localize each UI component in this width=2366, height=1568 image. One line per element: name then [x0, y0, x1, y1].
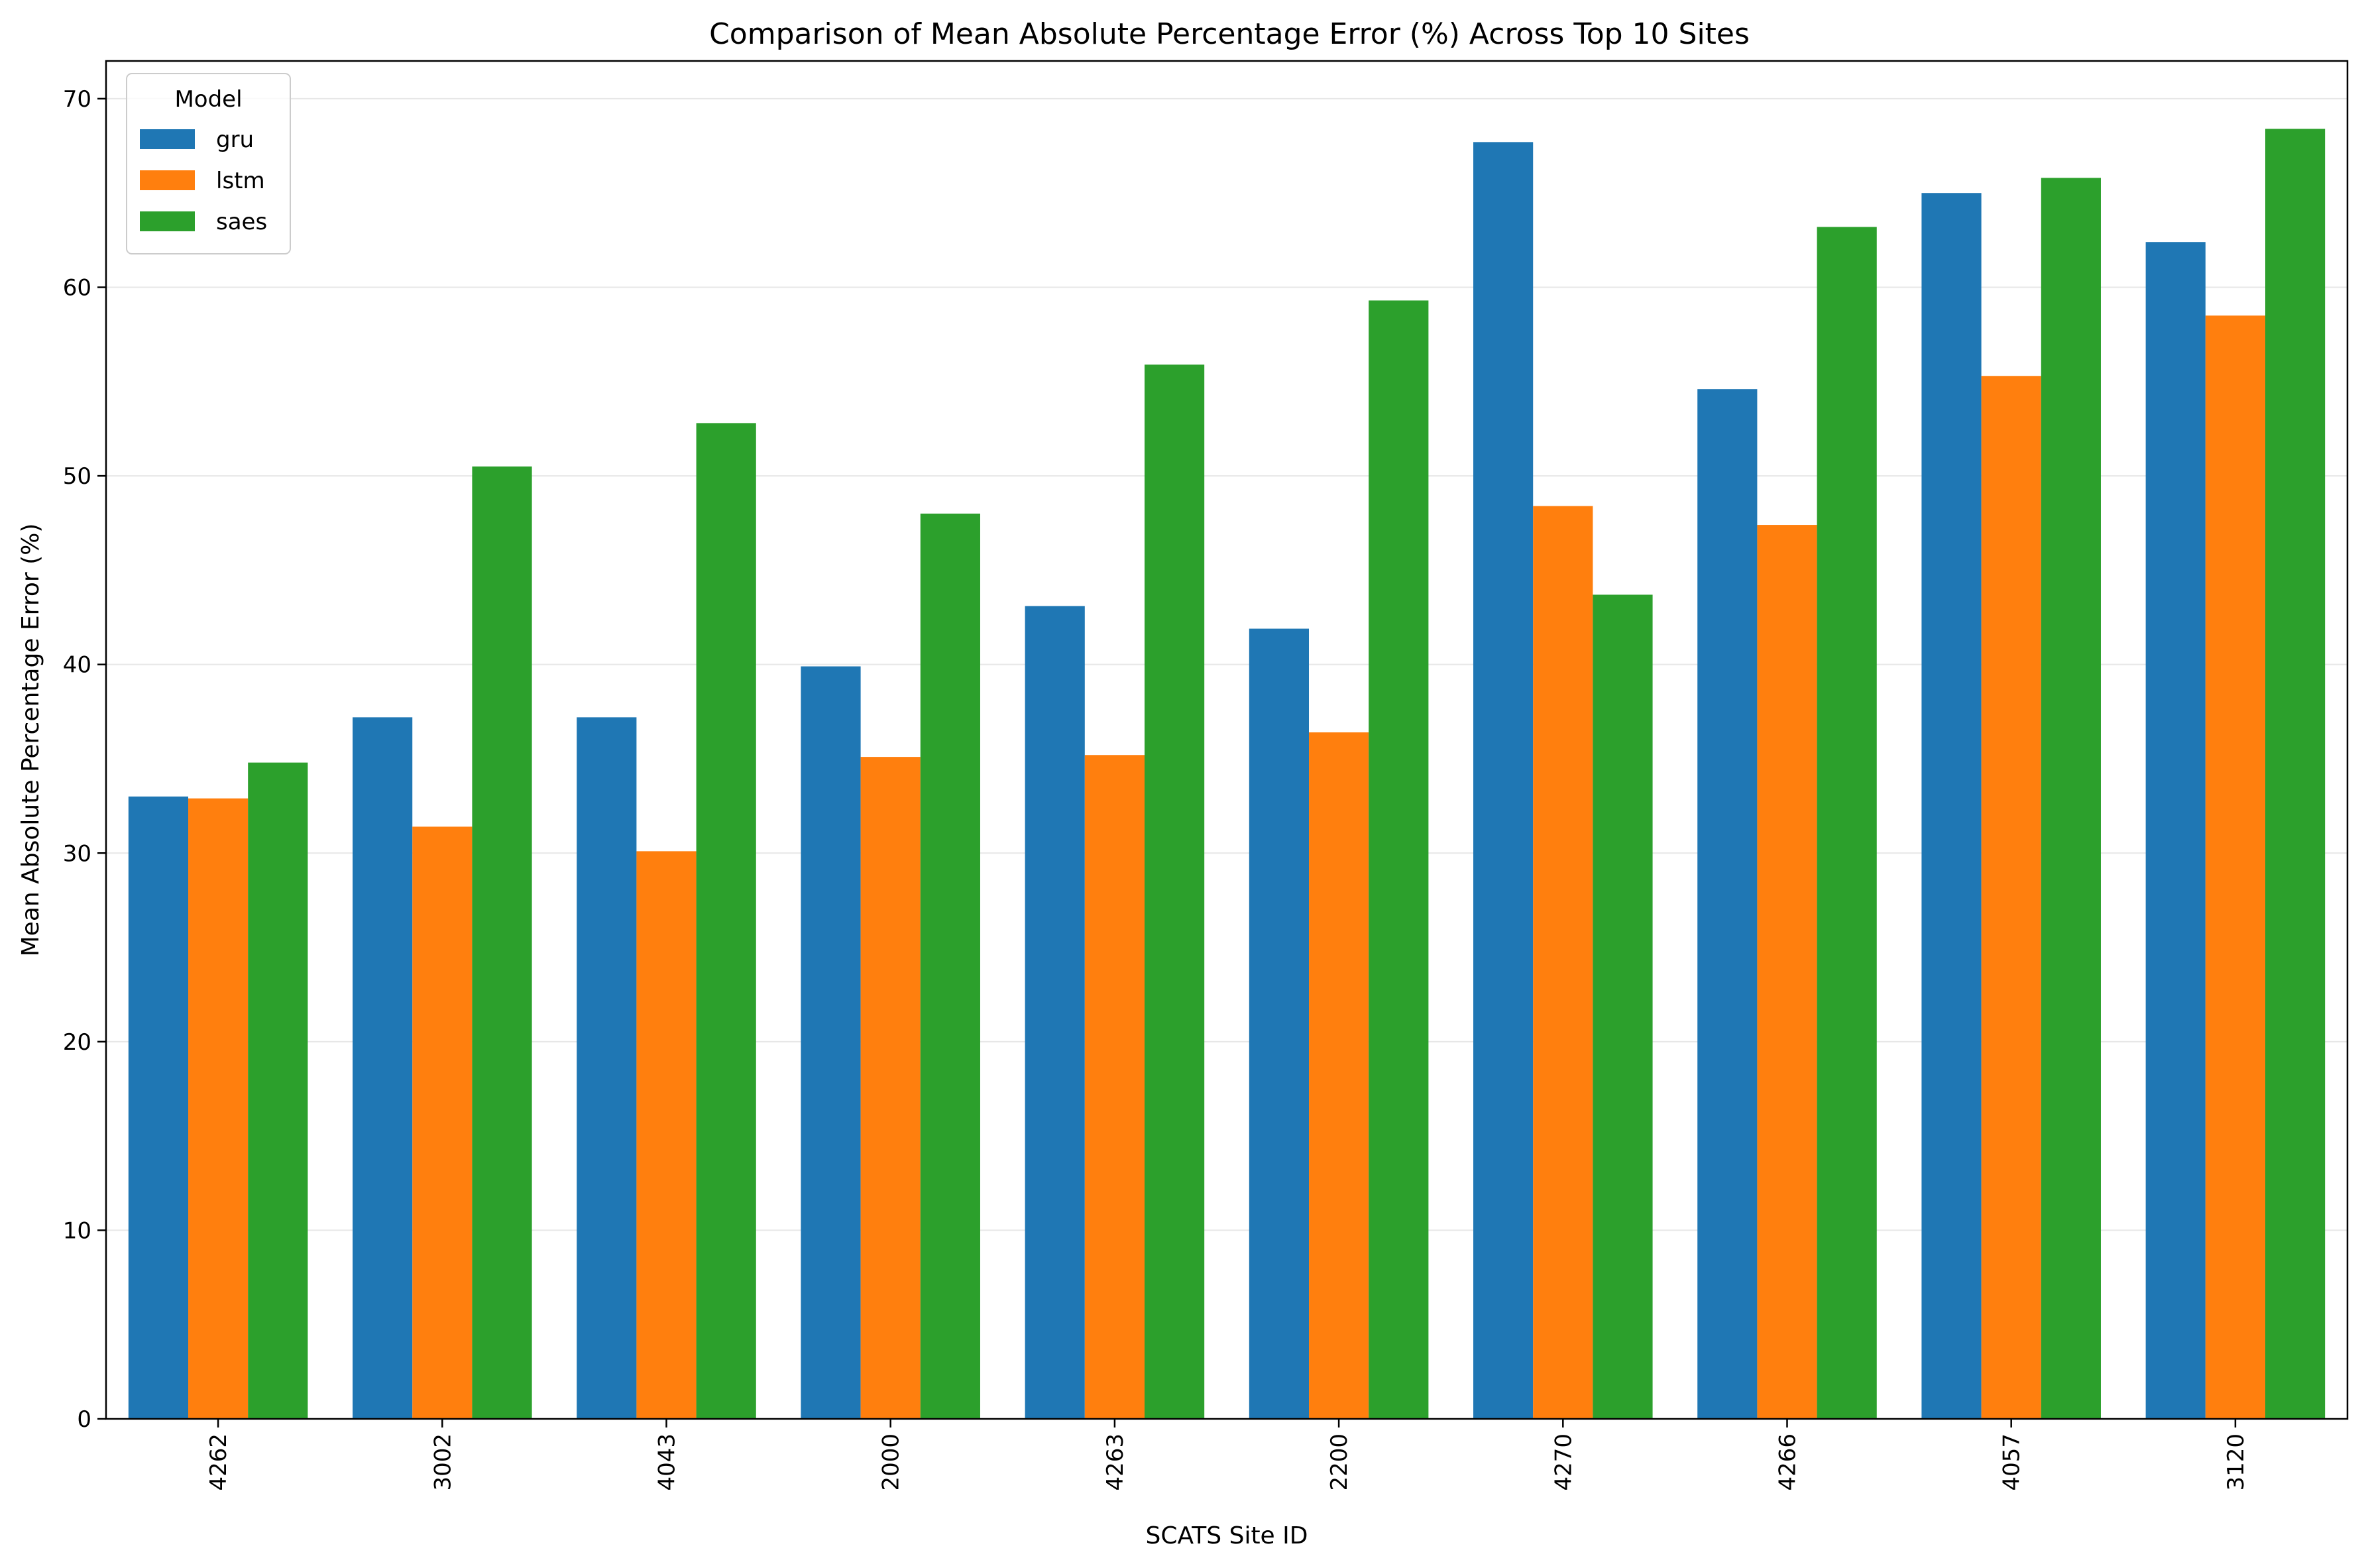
legend-swatch-lstm: [140, 170, 195, 190]
bar-saes-2000: [920, 514, 980, 1419]
x-tick-label: 4263: [1102, 1433, 1129, 1491]
bar-gru-4057: [1921, 193, 1982, 1419]
x-axis-ticks: 4262 3002 4043 2000 4263 2200 4270 4266 4057 3120: [205, 1419, 2249, 1491]
bar-gru-4043: [577, 717, 637, 1419]
bar-lstm-4057: [1981, 376, 2041, 1419]
bar-lstm-4266: [1757, 525, 1817, 1420]
y-tick-label: 50: [63, 463, 91, 490]
bar-gru-4270: [1473, 142, 1534, 1419]
bar-saes-4263: [1144, 364, 1205, 1419]
legend-title: Model: [174, 86, 242, 113]
bar-saes-3002: [472, 466, 532, 1419]
x-tick-label: 2000: [878, 1433, 905, 1491]
x-tick-label: 3002: [429, 1433, 456, 1491]
y-tick-label: 0: [77, 1406, 91, 1433]
bar-lstm-4043: [636, 851, 697, 1419]
y-tick-label: 20: [63, 1029, 91, 1056]
bar-lstm-2200: [1309, 732, 1369, 1419]
legend-frame: [126, 73, 291, 254]
chart-title: Comparison of Mean Absolute Percentage E…: [709, 17, 1750, 51]
bar-lstm-4270: [1533, 506, 1593, 1419]
bar-saes-4262: [248, 762, 308, 1419]
y-tick-label: 30: [63, 840, 91, 867]
bar-gru-3120: [2145, 242, 2206, 1420]
y-tick-label: 60: [63, 275, 91, 302]
y-axis-label: Mean Absolute Percentage Error (%): [17, 524, 44, 957]
y-tick-label: 10: [63, 1217, 91, 1244]
legend-swatch-saes: [140, 211, 195, 231]
y-tick-label: 40: [63, 652, 91, 679]
x-tick-label: 4266: [1775, 1433, 1801, 1491]
x-tick-label: 3120: [2223, 1433, 2249, 1491]
bar-gru-4262: [128, 796, 189, 1419]
legend: Model gru lstm saes: [126, 73, 291, 254]
bar-lstm-4263: [1084, 755, 1145, 1419]
bar-lstm-3002: [412, 826, 473, 1419]
bar-gru-4266: [1697, 389, 1758, 1419]
bar-gru-3002: [353, 717, 413, 1419]
bar-saes-2200: [1369, 300, 1429, 1419]
x-tick-label: 4270: [1550, 1433, 1577, 1491]
legend-swatch-gru: [140, 129, 195, 149]
bar-lstm-4262: [188, 798, 249, 1419]
bar-gru-2000: [801, 666, 861, 1420]
bar-gru-4263: [1025, 606, 1085, 1420]
x-tick-label: 4057: [1999, 1433, 2025, 1491]
y-tick-label: 70: [63, 86, 91, 113]
bar-saes-4057: [2041, 178, 2101, 1420]
x-tick-label: 4043: [654, 1433, 681, 1491]
bar-lstm-3120: [2205, 315, 2265, 1419]
legend-entry-gru: gru: [216, 127, 254, 153]
bar-saes-3120: [2265, 129, 2326, 1420]
bars: [128, 129, 2326, 1420]
legend-entry-lstm: lstm: [216, 168, 265, 194]
x-tick-label: 4262: [205, 1433, 232, 1491]
x-tick-label: 2200: [1326, 1433, 1353, 1491]
bar-saes-4270: [1593, 594, 1653, 1419]
bar-saes-4043: [696, 423, 756, 1419]
bar-lstm-2000: [860, 757, 921, 1419]
y-axis-ticks: 0 10 20 30 40 50 60 70: [63, 86, 106, 1433]
bar-saes-4266: [1817, 227, 1877, 1419]
x-axis-label: SCATS Site ID: [1145, 1522, 1308, 1549]
legend-entry-saes: saes: [216, 209, 267, 235]
bar-gru-2200: [1249, 628, 1310, 1419]
plot-area-frame: [105, 60, 2349, 1420]
